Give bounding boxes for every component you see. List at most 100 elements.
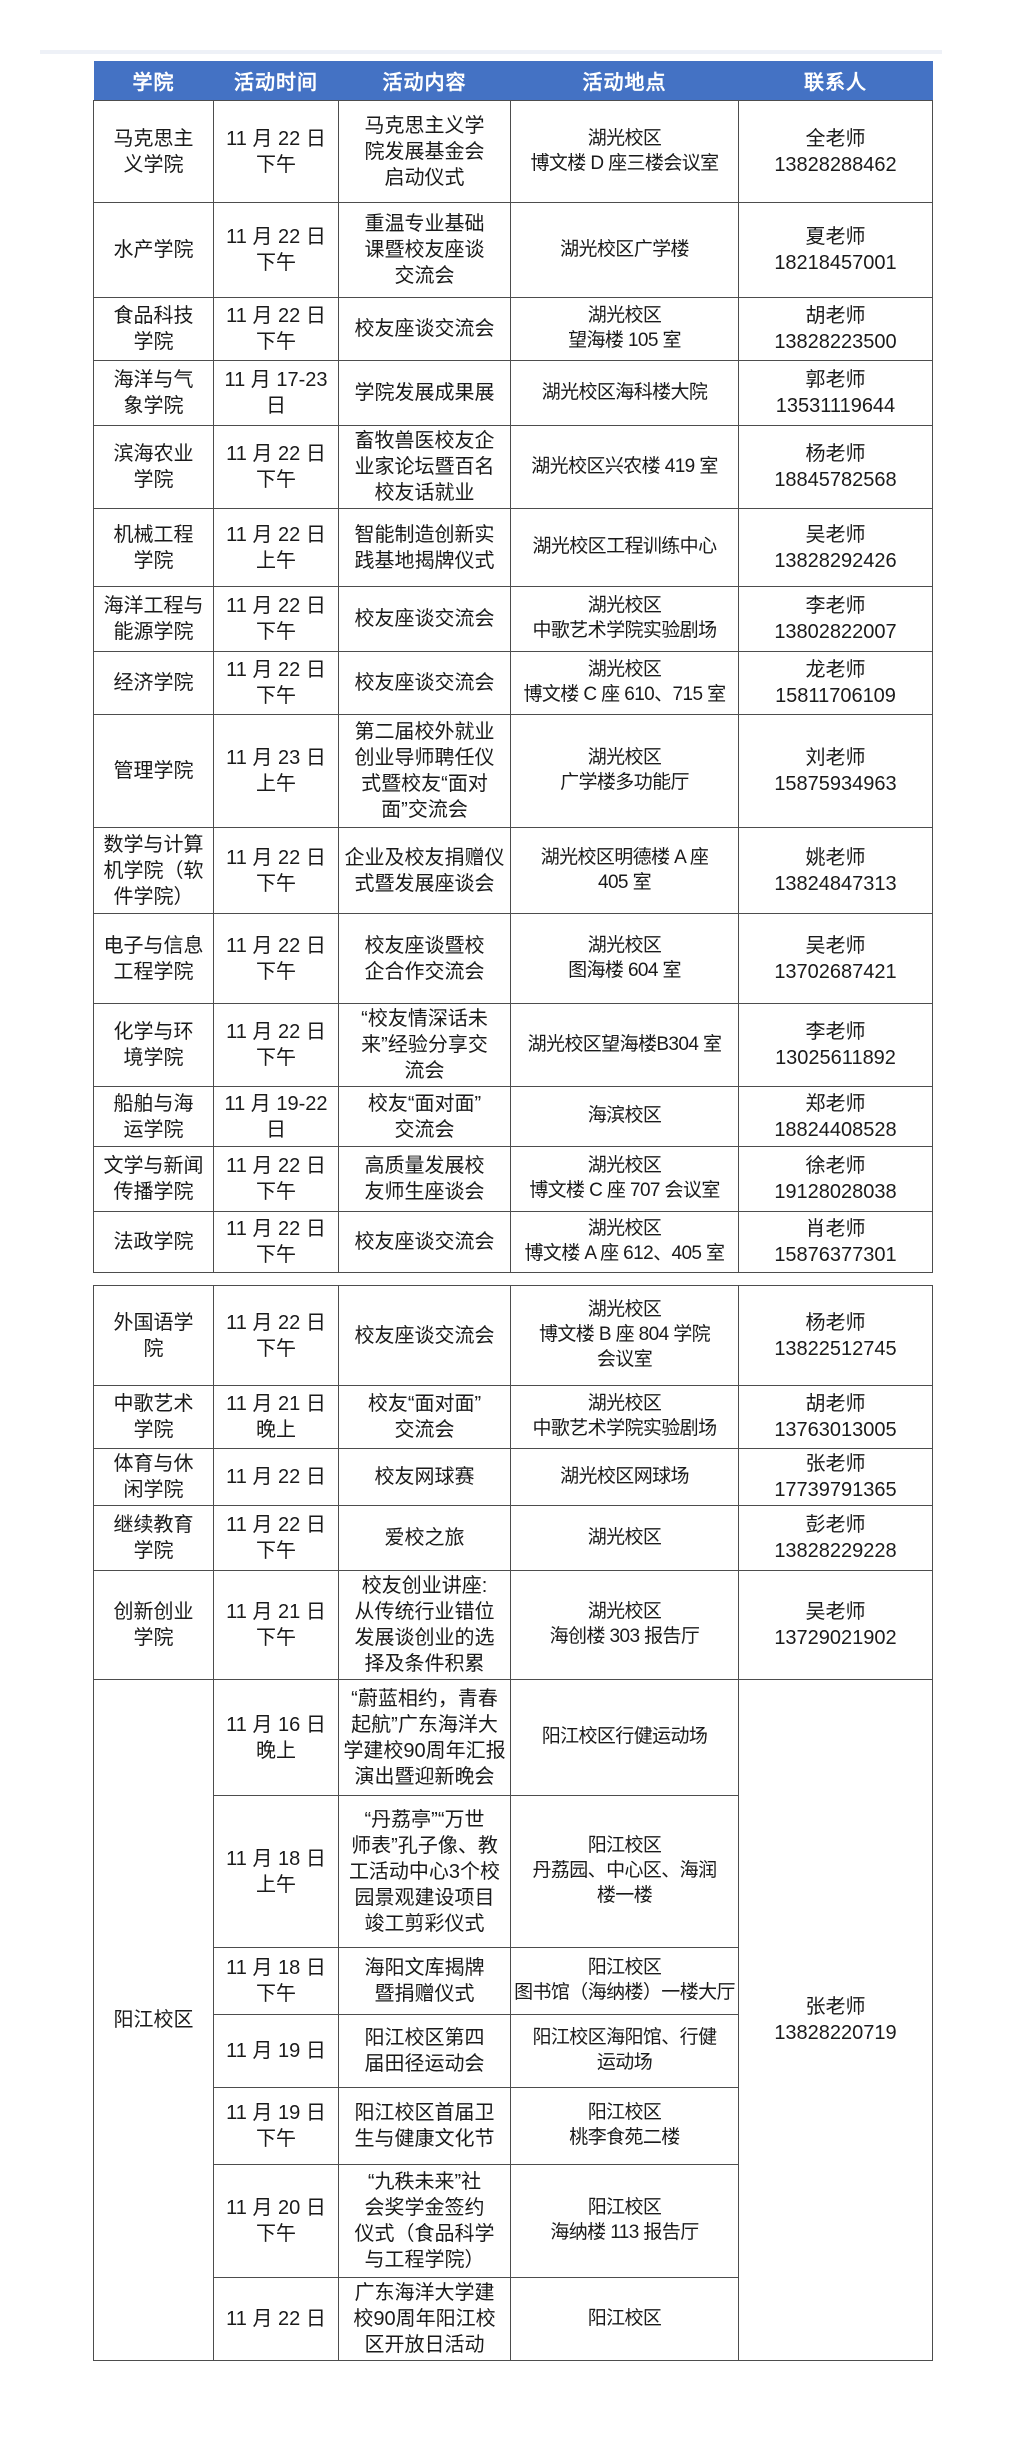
location-cell: 湖光校区 中歌艺术学院实验剧场 bbox=[510, 586, 739, 652]
contact-cell: 肖老师 15876377301 bbox=[738, 1211, 933, 1273]
contact-cell: 吴老师 13702687421 bbox=[738, 913, 933, 1004]
time-cell: 11 月 22 日 下午 bbox=[213, 1285, 339, 1386]
contact-cell: 姚老师 13824847313 bbox=[738, 827, 933, 914]
location-cell: 湖光校区 图海楼 604 室 bbox=[510, 913, 739, 1004]
content-cell: 重温专业基础 课暨校友座谈 交流会 bbox=[338, 202, 511, 298]
contact-phone: 18218457001 bbox=[774, 252, 897, 274]
contact-phone: 15876377301 bbox=[774, 1244, 897, 1266]
contact-cell: 张老师 17739791365 bbox=[738, 1448, 933, 1506]
location-cell: 湖光校区 博文楼 D 座三楼会议室 bbox=[510, 100, 739, 203]
content-cell: 马克思主义学 院发展基金会 启动仪式 bbox=[338, 100, 511, 203]
college-cell: 化学与环 境学院 bbox=[93, 1003, 214, 1087]
table-row: 11 月 20 日 下午 “九秩未来”社 会奖学金签约 仪式（食品科学 与工程学院… bbox=[94, 2164, 933, 2278]
contact-cell: 龙老师 15811706109 bbox=[738, 651, 933, 715]
location-cell: 湖光校区 望海楼 105 室 bbox=[510, 297, 739, 361]
contact-phone: 17739791365 bbox=[774, 1479, 897, 1501]
location-cell: 阳江校区海阳馆、行健 运动场 bbox=[510, 2014, 739, 2088]
contact-phone: 13824847313 bbox=[774, 872, 897, 895]
location-cell: 阳江校区 丹荔园、中心区、海润 楼一楼 bbox=[510, 1795, 739, 1948]
content-cell: 爱校之旅 bbox=[338, 1505, 511, 1571]
content-cell: 校友“面对面” 交流会 bbox=[338, 1385, 511, 1449]
table-row: 中歌艺术 学院 11 月 21 日 晚上 校友“面对面” 交流会 湖光校区 中歌艺术学… bbox=[93, 1385, 933, 1449]
location-cell: 湖光校区 博文楼 C 座 707 会议室 bbox=[510, 1146, 739, 1212]
contact-name: 郑老师 bbox=[805, 1092, 866, 1115]
location-cell: 湖光校区 中歌艺术学院实验剧场 bbox=[510, 1385, 739, 1449]
location-cell: 阳江校区 桃李食苑二楼 bbox=[510, 2087, 739, 2165]
contact-name: 张老师 bbox=[805, 1453, 866, 1475]
table-header: 学院 活动时间 活动内容 活动地点 联系人 bbox=[93, 61, 933, 101]
contact-phone: 18845782568 bbox=[774, 469, 897, 491]
table-row: 文学与新闻 传播学院 11 月 22 日 下午 高质量发展校 友师生座谈会 湖光校区 … bbox=[93, 1146, 933, 1212]
time-cell: 11 月 22 日 bbox=[213, 2277, 339, 2361]
table-row: 食品科技 学院 11 月 22 日 下午 校友座谈交流会 湖光校区 望海楼 105 室… bbox=[93, 297, 933, 361]
table-row: 11 月 18 日 上午 “丹荔亭”“万世 师表”孔子像、教 工活动中心3个校 园… bbox=[94, 1795, 933, 1948]
time-cell: 11 月 18 日 上午 bbox=[213, 1795, 339, 1948]
contact-name: 胡老师 bbox=[805, 305, 866, 327]
content-cell: “蔚蓝相约，青春 起航”广东海洋大 学建校90周年汇报 演出暨迎新晚会 bbox=[338, 1679, 511, 1796]
contact-name: 李老师 bbox=[805, 595, 866, 617]
location-cell: 阳江校区 图书馆（海纳楼）一楼大厅 bbox=[510, 1947, 739, 2015]
contact-name: 李老师 bbox=[805, 1021, 866, 1043]
contact-phone: 13822512745 bbox=[774, 1337, 897, 1360]
time-cell: 11 月 22 日 下午 bbox=[213, 913, 339, 1004]
contact-phone: 15811706109 bbox=[775, 685, 896, 707]
content-cell: 学院发展成果展 bbox=[338, 360, 511, 426]
content-cell: 校友网球赛 bbox=[338, 1448, 511, 1506]
time-cell: 11 月 22 日 下午 bbox=[213, 297, 339, 361]
schedule-page: 学院 活动时间 活动内容 活动地点 联系人 马克思主 义学院 11 月 22 日 … bbox=[0, 50, 1024, 2361]
contact-phone: 13828220719 bbox=[774, 2022, 897, 2044]
contact-cell: 刘老师 15875934963 bbox=[738, 714, 933, 828]
location-cell: 湖光校区 海创楼 303 报告厅 bbox=[510, 1570, 739, 1680]
contact-name: 徐老师 bbox=[805, 1155, 866, 1177]
contact-name: 郭老师 bbox=[805, 369, 866, 391]
location-cell: 湖光校区望海楼B304 室 bbox=[510, 1003, 739, 1087]
column-header-location: 活动地点 bbox=[510, 61, 739, 101]
content-cell: 第二届校外就业 创业导师聘任仪 式暨校友“面对 面”交流会 bbox=[338, 714, 511, 828]
content-cell: “九秩未来”社 会奖学金签约 仪式（食品科学 与工程学院） bbox=[338, 2164, 511, 2278]
contact-name: 杨老师 bbox=[805, 1311, 866, 1334]
contact-name: 刘老师 bbox=[805, 747, 866, 769]
college-cell: 电子与信息 工程学院 bbox=[93, 913, 214, 1004]
table-row: 法政学院 11 月 22 日 下午 校友座谈交流会 湖光校区 博文楼 A 座 612、… bbox=[93, 1211, 933, 1273]
college-cell: 创新创业 学院 bbox=[93, 1570, 214, 1680]
college-cell: 文学与新闻 传播学院 bbox=[93, 1146, 214, 1212]
contact-name: 夏老师 bbox=[805, 226, 866, 248]
college-cell: 管理学院 bbox=[93, 714, 214, 828]
table-row: 创新创业 学院 11 月 21 日 下午 校友创业讲座: 从传统行业错位 发展谈创业… bbox=[93, 1570, 933, 1680]
location-cell: 湖光校区 博文楼 C 座 610、715 室 bbox=[510, 651, 739, 715]
contact-phone: 13531119644 bbox=[775, 395, 896, 417]
content-cell: 阳江校区第四 届田径运动会 bbox=[338, 2014, 511, 2088]
contact-phone: 13802822007 bbox=[774, 621, 897, 643]
contact-cell: 吴老师 13729021902 bbox=[738, 1570, 933, 1680]
table-body-block1: 马克思主 义学院 11 月 22 日 下午 马克思主义学 院发展基金会 启动仪式 湖光… bbox=[93, 100, 933, 1273]
contact-cell: 胡老师 13763013005 bbox=[738, 1385, 933, 1449]
college-cell: 体育与休 闲学院 bbox=[93, 1448, 214, 1506]
table-body-block2: 外国语学 院 11 月 22 日 下午 校友座谈交流会 湖光校区 博文楼 B 座 80… bbox=[93, 1285, 933, 2361]
location-cell: 湖光校区广学楼 bbox=[510, 202, 739, 298]
contact-cell: 杨老师 18845782568 bbox=[738, 425, 933, 509]
contact-phone: 15875934963 bbox=[774, 773, 897, 795]
time-cell: 11 月 22 日 上午 bbox=[213, 508, 339, 587]
time-cell: 11 月 19 日 bbox=[213, 2014, 339, 2088]
time-cell: 11 月 22 日 bbox=[213, 1448, 339, 1506]
college-cell: 经济学院 bbox=[93, 651, 214, 715]
contact-cell: 吴老师 13828292426 bbox=[738, 508, 933, 587]
time-cell: 11 月 18 日 下午 bbox=[213, 1947, 339, 2015]
college-cell: 继续教育 学院 bbox=[93, 1505, 214, 1571]
contact-phone: 19128028038 bbox=[774, 1181, 897, 1203]
contact-name: 吴老师 bbox=[805, 934, 866, 957]
contact-phone: 13763013005 bbox=[774, 1419, 897, 1441]
campus-cell: 阳江校区 bbox=[93, 1679, 214, 2361]
location-cell: 湖光校区明德楼 A 座 405 室 bbox=[510, 827, 739, 914]
table-row: 水产学院 11 月 22 日 下午 重温专业基础 课暨校友座谈 交流会 湖光校区广学楼… bbox=[93, 202, 933, 298]
college-cell: 外国语学 院 bbox=[93, 1285, 214, 1386]
contact-phone: 18824408528 bbox=[774, 1118, 897, 1141]
time-cell: 11 月 22 日 下午 bbox=[213, 586, 339, 652]
time-cell: 11 月 19 日 下午 bbox=[213, 2087, 339, 2165]
content-cell: 校友创业讲座: 从传统行业错位 发展谈创业的选 择及条件积累 bbox=[338, 1570, 511, 1680]
table-row: 海洋工程与 能源学院 11 月 22 日 下午 校友座谈交流会 湖光校区 中歌艺术学院… bbox=[93, 586, 933, 652]
contact-cell: 胡老师 13828223500 bbox=[738, 297, 933, 361]
content-cell: 校友座谈暨校 企合作交流会 bbox=[338, 913, 511, 1004]
time-cell: 11 月 20 日 下午 bbox=[213, 2164, 339, 2278]
table-row: 电子与信息 工程学院 11 月 22 日 下午 校友座谈暨校 企合作交流会 湖光校区 … bbox=[93, 913, 933, 1004]
